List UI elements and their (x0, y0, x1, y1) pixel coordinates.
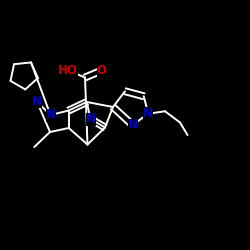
Text: N: N (46, 108, 56, 122)
Text: HO: HO (58, 64, 78, 77)
Text: N: N (128, 118, 138, 132)
Text: N: N (143, 107, 153, 120)
Text: N: N (86, 112, 96, 126)
Text: O: O (97, 64, 107, 77)
Text: N: N (32, 95, 42, 108)
